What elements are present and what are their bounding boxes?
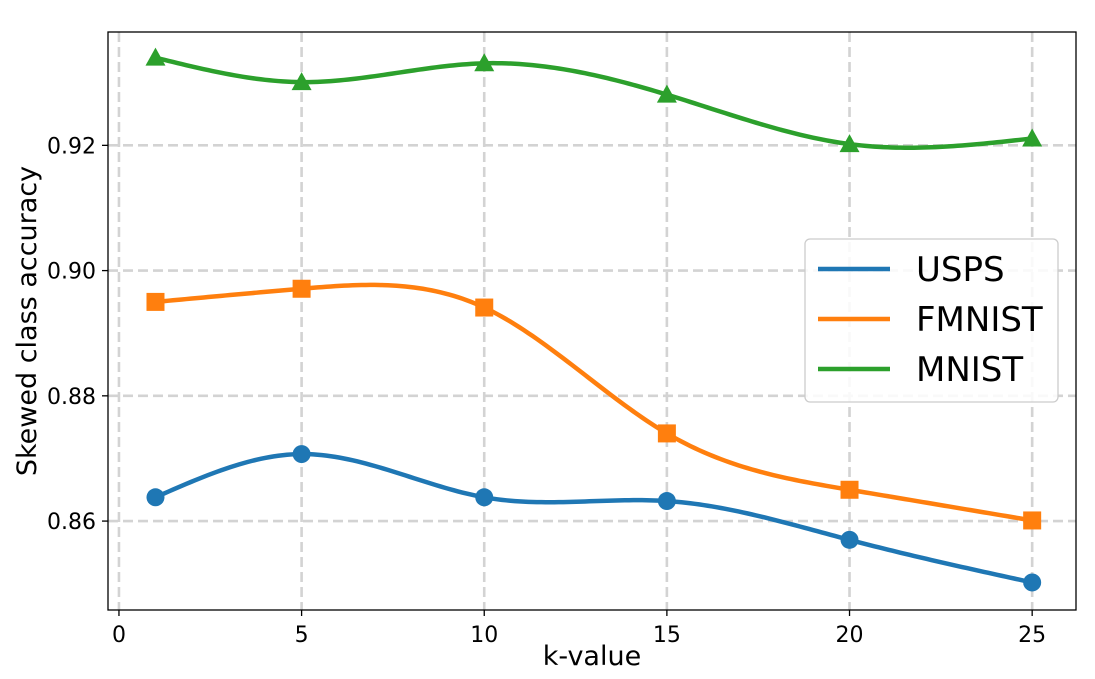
legend: USPS FMNIST MNIST <box>804 238 1059 403</box>
data-point-mnist <box>291 72 312 91</box>
series-layer <box>145 47 1043 592</box>
series-mnist <box>145 47 1043 153</box>
x-axis-label: k-value <box>543 641 641 672</box>
y-tick-label: 0.90 <box>47 260 96 285</box>
x-tick-label: 10 <box>470 623 498 648</box>
data-point-usps <box>475 488 494 507</box>
x-tick-label: 15 <box>653 623 681 648</box>
legend-label-mnist: MNIST <box>916 350 1023 390</box>
y-axis-label: Skewed class accuracy <box>12 166 43 476</box>
data-point-mnist <box>145 47 166 66</box>
y-tick-label: 0.86 <box>47 510 96 535</box>
series-usps <box>146 445 1042 592</box>
data-point-fmnist <box>657 424 676 443</box>
data-point-usps <box>146 488 165 507</box>
data-point-usps <box>292 445 311 464</box>
y-axis-ticks: 0.86 0.88 0.90 0.92 <box>47 134 108 535</box>
series-line-usps <box>153 451 1035 585</box>
x-tick-label: 25 <box>1018 623 1046 648</box>
x-axis-ticks: 0 5 10 15 20 25 <box>112 610 1046 648</box>
series-fmnist <box>146 279 1042 530</box>
data-point-usps <box>657 492 676 511</box>
plot-frame <box>107 31 1077 611</box>
data-point-fmnist <box>146 292 165 311</box>
y-tick-label: 0.88 <box>47 385 96 410</box>
series-line-mnist <box>153 55 1035 150</box>
data-point-fmnist <box>475 298 494 317</box>
y-tick-label: 0.92 <box>47 134 96 159</box>
data-point-fmnist <box>840 480 859 499</box>
data-point-mnist <box>839 134 860 153</box>
legend-label-usps: USPS <box>916 250 1005 290</box>
legend-label-fmnist: FMNIST <box>916 300 1043 340</box>
data-point-usps <box>840 530 859 549</box>
data-point-mnist <box>1022 128 1043 147</box>
legend-box <box>804 238 1059 403</box>
x-tick-label: 5 <box>295 623 309 648</box>
data-point-fmnist <box>292 279 311 298</box>
x-tick-label: 20 <box>836 623 864 648</box>
data-point-fmnist <box>1023 511 1042 530</box>
data-point-usps <box>1023 573 1042 592</box>
data-point-mnist <box>656 84 677 103</box>
x-tick-label: 0 <box>112 623 126 648</box>
data-point-mnist <box>474 53 495 72</box>
